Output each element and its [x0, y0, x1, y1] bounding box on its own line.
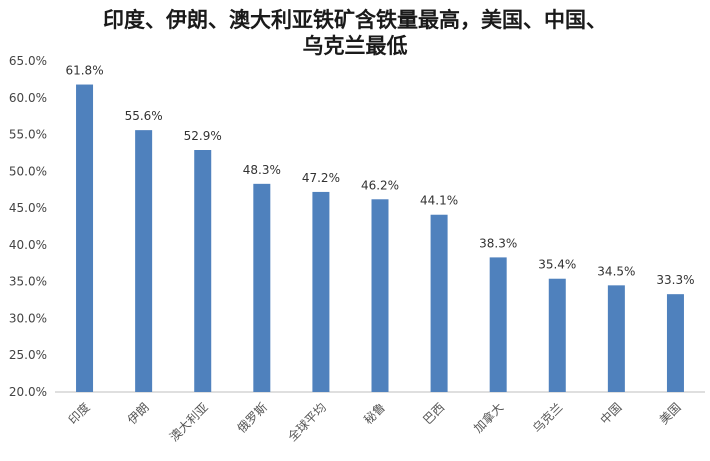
bar: [371, 199, 389, 392]
y-axis: 20.0% 25.0% 30.0% 35.0% 40.0% 45.0% 50.0% 55.0%…: [9, 54, 47, 399]
data-label: 55.6%: [125, 109, 163, 123]
y-tick-label: 40.0%: [9, 238, 47, 252]
x-tick-label: 印度: [65, 400, 93, 428]
bar: [135, 130, 153, 393]
chart-title-line-2: 乌克兰最低: [303, 34, 408, 58]
y-tick-label: 55.0%: [9, 128, 47, 142]
y-tick-label: 20.0%: [9, 385, 47, 399]
bar: [430, 214, 448, 392]
data-label: 44.1%: [420, 194, 458, 208]
x-axis-ticks: 印度 伊朗 澳大利亚 俄罗斯 全球平均 秘鲁 巴西 加拿大 乌克兰 中国 美国: [65, 400, 683, 445]
data-labels-group: 61.8% 55.6% 52.9% 48.3% 47.2% 46.2% 44.1% 38.3%…: [65, 64, 694, 288]
bar: [607, 285, 625, 392]
data-label: 52.9%: [184, 129, 222, 143]
bar: [489, 257, 507, 392]
data-label: 33.3%: [656, 273, 694, 287]
y-tick-label: 35.0%: [9, 275, 47, 289]
data-label: 35.4%: [538, 258, 576, 272]
data-label: 46.2%: [361, 178, 399, 192]
data-label: 38.3%: [479, 236, 517, 250]
bar: [76, 84, 94, 392]
x-tick-label: 加拿大: [470, 400, 506, 436]
data-label: 47.2%: [302, 171, 340, 185]
x-tick-label: 澳大利亚: [167, 400, 211, 444]
bar: [666, 294, 684, 392]
x-tick-label: 美国: [657, 400, 684, 427]
bars-group: [76, 84, 684, 393]
y-tick-label: 25.0%: [9, 348, 47, 362]
x-tick-label: 中国: [597, 400, 625, 428]
bar: [253, 183, 271, 392]
x-tick-label: 秘鲁: [361, 400, 388, 427]
x-tick-label: 全球平均: [284, 400, 329, 445]
y-tick-label: 50.0%: [9, 164, 47, 178]
data-label: 48.3%: [243, 163, 281, 177]
y-tick-label: 65.0%: [9, 54, 47, 68]
data-label: 34.5%: [597, 264, 635, 278]
y-tick-label: 60.0%: [9, 91, 47, 105]
x-tick-label: 伊朗: [125, 400, 152, 427]
chart-title-line-1: 印度、伊朗、澳大利亚铁矿含铁量最高，美国、中国、: [103, 8, 607, 32]
bar: [548, 278, 566, 392]
x-tick-label: 乌克兰: [529, 400, 565, 436]
y-tick-label: 45.0%: [9, 201, 47, 215]
bar: [312, 191, 330, 392]
x-tick-label: 俄罗斯: [235, 400, 270, 435]
x-tick-label: 巴西: [420, 400, 447, 427]
data-label: 61.8%: [65, 64, 103, 78]
y-tick-label: 30.0%: [9, 311, 47, 325]
bar: [194, 150, 212, 392]
